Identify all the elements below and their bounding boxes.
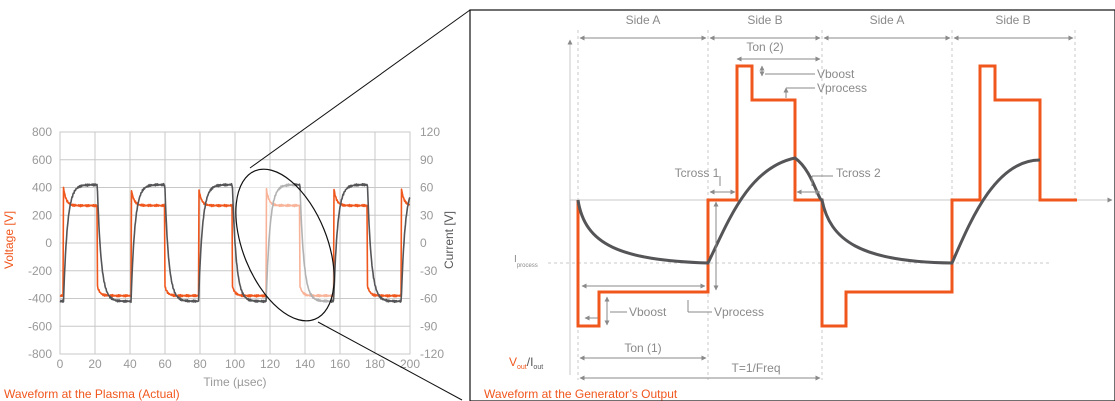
y-tick-label-right: 60	[420, 181, 434, 195]
right-caption: Waveform at the Generator’s Output	[484, 387, 678, 401]
x-tick-label: 60	[158, 357, 172, 371]
y-tick-label-left: -200	[28, 264, 52, 278]
x-tick-label: 0	[57, 357, 64, 371]
y-tick-label-left: -600	[28, 319, 52, 333]
side-label-b1: Side B	[747, 13, 782, 27]
top-annotations	[759, 65, 815, 98]
x-tick-label: 180	[365, 357, 385, 371]
y-tick-label-right: 0	[420, 236, 427, 250]
y-tick-label-left: 800	[32, 125, 52, 139]
vboost-bottom-label: Vboost	[629, 305, 667, 319]
y-tick-label-left: -800	[28, 347, 52, 361]
generator-voltage-waveform	[576, 64, 1077, 328]
x-tick-label: 20	[88, 357, 102, 371]
vprocess-bottom-label: Vprocess	[714, 305, 764, 319]
x-tick-label: 80	[193, 357, 207, 371]
x-tick-label: 100	[225, 357, 245, 371]
y-tick-label-left: 400	[32, 181, 52, 195]
right-diagram: Side A Side B Side A Side B Ton (2) Ipro…	[469, 9, 1115, 401]
iprocess-label: Iprocess	[514, 254, 538, 269]
y-tick-label-right: -60	[420, 292, 438, 306]
x-tick-label: 200	[400, 357, 420, 371]
side-label-a1: Side A	[626, 13, 661, 27]
grid	[59, 131, 411, 355]
zoom-ellipse	[235, 168, 335, 322]
x-tick-label: 160	[330, 357, 350, 371]
axis-vout-iout-label: Vout/Iout	[509, 355, 543, 371]
y-tick-label-left: 600	[32, 153, 52, 167]
vprocess-top-label: Vprocess	[817, 81, 867, 95]
side-labels: Side A Side B Side A Side B	[579, 13, 1074, 41]
current-line	[59, 182, 411, 304]
y-axis-label-right: Current [V]	[442, 211, 456, 269]
generator-current-waveform	[576, 156, 1041, 265]
tcross2-label: Tcross 2	[836, 166, 881, 180]
voltage-series	[59, 186, 411, 298]
y-tick-label-right: -120	[420, 347, 444, 361]
y-axis-label-left: Voltage [V]	[2, 211, 16, 269]
ton2-label: Ton (2)	[746, 40, 783, 54]
x-tick-label: 40	[123, 357, 137, 371]
connector-line-bottom	[317, 321, 463, 401]
y-tick-label-right: 30	[420, 208, 434, 222]
x-tick-label: 120	[260, 357, 280, 371]
x-axis-label: Time (µsec)	[203, 375, 266, 389]
side-label-a2: Side A	[870, 13, 905, 27]
y-tick-label-right: 90	[420, 153, 434, 167]
current-series	[59, 182, 411, 304]
connector-line-top	[249, 9, 471, 169]
period-label: T=1/Freq	[731, 361, 780, 375]
y-tick-label-left: -400	[28, 292, 52, 306]
y-tick-label-right: -90	[420, 319, 438, 333]
tcross-annotations	[709, 175, 833, 195]
bottom-annotations	[581, 201, 719, 326]
tcross1-label: Tcross 1	[675, 166, 720, 180]
vboost-top-label: Vboost	[817, 67, 855, 81]
zoom-panel-border	[469, 9, 1115, 401]
x-tick-label: 140	[295, 357, 315, 371]
y-tick-label-right: -30	[420, 264, 438, 278]
y-tick-label-left: 0	[45, 236, 52, 250]
y-tick-label-left: 200	[32, 208, 52, 222]
left-caption: Waveform at the Plasma (Actual)	[4, 387, 180, 401]
ton1-label: Ton (1)	[624, 341, 661, 355]
y-tick-label-right: 120	[420, 125, 440, 139]
voltage-line	[59, 186, 411, 298]
side-label-b2: Side B	[995, 13, 1030, 27]
